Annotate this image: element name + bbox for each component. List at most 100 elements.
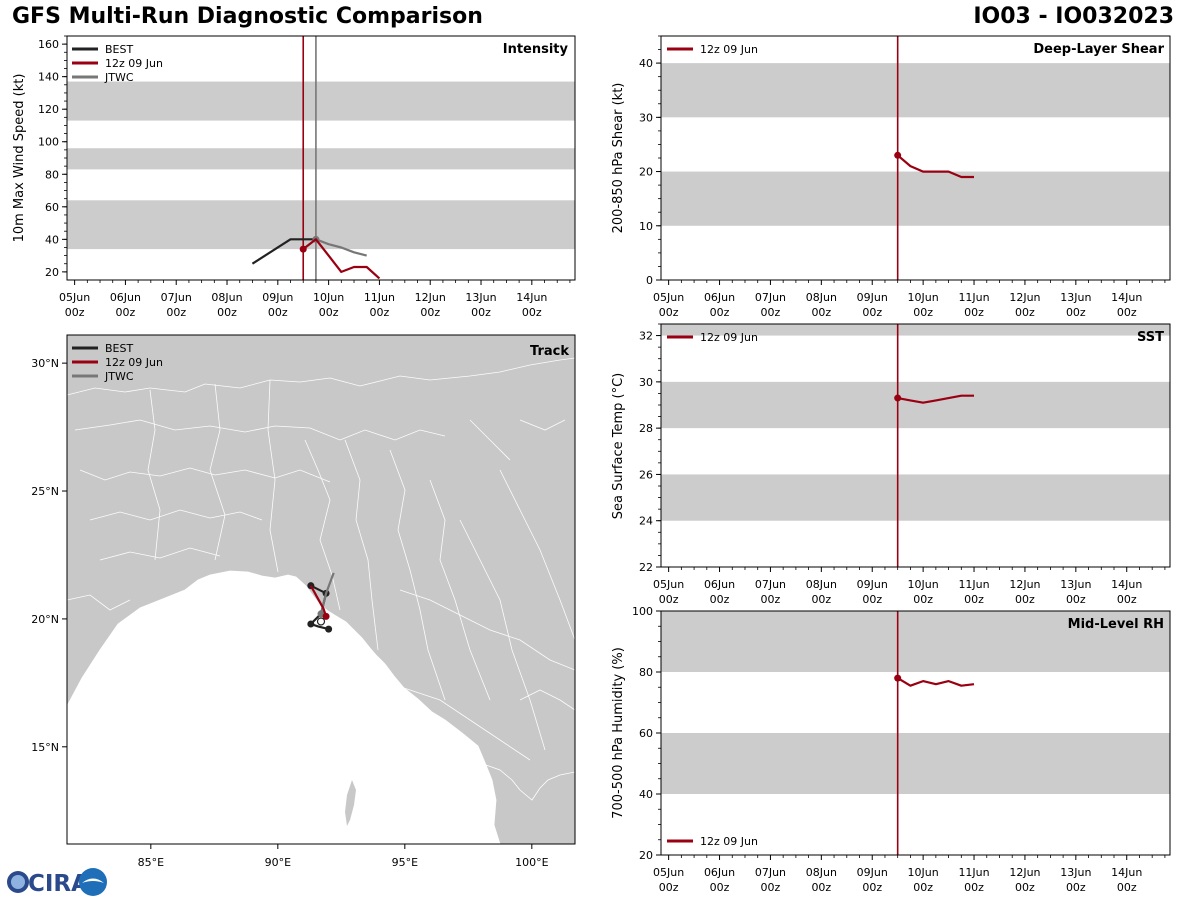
shear-band-0 <box>661 171 1170 226</box>
intensity-xtick-day-12Jun: 12Jun <box>415 291 446 304</box>
sst-xtick-hour-13Jun: 00z <box>1066 593 1086 606</box>
rh-ylabel: 700-500 hPa Humidity (%) <box>611 647 626 819</box>
track-plot-frame <box>66 334 576 845</box>
rh-legend-label-run: 12z 09 Jun <box>700 835 758 848</box>
intensity-ytick-label-140: 140 <box>38 71 59 84</box>
cira-logo-icon: CIRA <box>7 868 107 897</box>
sst-xtick-hour-09Jun: 00z <box>862 593 882 606</box>
sst-title: SST <box>1137 330 1164 345</box>
shear-point-run-0 <box>894 151 902 159</box>
rh-xtick-day-05Jun: 05Jun <box>653 866 684 879</box>
rh-xtick-day-14Jun: 14Jun <box>1111 866 1142 879</box>
sst-xtick-day-05Jun: 05Jun <box>653 578 684 591</box>
shear-ytick-label-20: 20 <box>639 166 653 179</box>
intensity-xtick-day-10Jun: 10Jun <box>313 291 344 304</box>
shear-legend-label-run: 12z 09 Jun <box>700 43 758 56</box>
rh-xtick-hour-07Jun: 00z <box>761 881 781 894</box>
shear-ytick-label-30: 30 <box>639 111 653 124</box>
shear-xtick-day-12Jun: 12Jun <box>1009 291 1040 304</box>
sst-xtick-hour-06Jun: 00z <box>710 593 730 606</box>
sst-band-2 <box>661 324 1170 336</box>
track-xtick-label-90: 90°E <box>265 856 291 869</box>
rh-xtick-hour-12Jun: 00z <box>1015 881 1035 894</box>
track-point-best-2 <box>307 620 315 628</box>
shear-xtick-hour-07Jun: 00z <box>761 306 781 319</box>
rh-series-run <box>897 677 975 687</box>
sst-xtick-day-06Jun: 06Jun <box>704 578 735 591</box>
intensity-legend-label-run: 12z 09 Jun <box>105 57 163 70</box>
shear-xtick-day-05Jun: 05Jun <box>653 291 684 304</box>
rh-xtick-hour-10Jun: 00z <box>913 881 933 894</box>
storm-id-title: IO03 - IO032023 <box>973 4 1174 29</box>
intensity-title: Intensity <box>503 42 569 57</box>
sst-xtick-hour-12Jun: 00z <box>1015 593 1035 606</box>
admin-borders <box>67 357 575 761</box>
intensity-ytick-label-20: 20 <box>45 266 59 279</box>
rh-xtick-day-10Jun: 10Jun <box>908 866 939 879</box>
sst-xtick-day-08Jun: 08Jun <box>806 578 837 591</box>
sst-ytick-label-32: 32 <box>639 330 653 343</box>
intensity-band-2 <box>67 81 575 121</box>
page-title: GFS Multi-Run Diagnostic Comparison <box>12 4 483 29</box>
shear-xtick-day-07Jun: 07Jun <box>755 291 786 304</box>
intensity-xtick-day-11Jun: 11Jun <box>364 291 395 304</box>
intensity-xtick-hour-10Jun: 00z <box>319 306 339 319</box>
intensity-xtick-day-13Jun: 13Jun <box>465 291 496 304</box>
rh-xtick-day-06Jun: 06Jun <box>704 866 735 879</box>
sst-xtick-hour-07Jun: 00z <box>761 593 781 606</box>
intensity-xtick-hour-07Jun: 00z <box>166 306 186 319</box>
sst-panel: 22 24 26 28 30 32 05Jun 00z 06Jun 00z 07Jun 00z 08Ju… <box>611 323 1171 606</box>
intensity-xtick-hour-11Jun: 00z <box>370 306 390 319</box>
track-point-best-0 <box>325 625 333 633</box>
track-ytick-label-20: 20°N <box>31 613 59 626</box>
rh-ytick-label-60: 60 <box>639 727 653 740</box>
sst-xtick-day-11Jun: 11Jun <box>958 578 989 591</box>
rh-xtick-day-07Jun: 07Jun <box>755 866 786 879</box>
intensity-ytick-label-60: 60 <box>45 201 59 214</box>
shear-ytick-label-10: 10 <box>639 220 653 233</box>
shear-ytick-label-40: 40 <box>639 57 653 70</box>
rh-xtick-hour-11Jun: 00z <box>964 881 984 894</box>
island-land <box>345 780 356 826</box>
rh-ytick-label-20: 20 <box>639 849 653 862</box>
sst-ytick-label-26: 26 <box>639 468 653 481</box>
rh-xtick-day-13Jun: 13Jun <box>1060 866 1091 879</box>
sst-band-1 <box>661 381 1170 429</box>
sst-point-run-0 <box>894 394 902 402</box>
sst-ytick-label-24: 24 <box>639 515 653 528</box>
intensity-xtick-day-07Jun: 07Jun <box>161 291 192 304</box>
shear-xtick-day-06Jun: 06Jun <box>704 291 735 304</box>
sst-xtick-hour-10Jun: 00z <box>913 593 933 606</box>
sst-xtick-day-13Jun: 13Jun <box>1060 578 1091 591</box>
sst-xtick-day-10Jun: 10Jun <box>908 578 939 591</box>
shear-xtick-day-09Jun: 09Jun <box>857 291 888 304</box>
rh-xtick-hour-05Jun: 00z <box>659 881 679 894</box>
intensity-ytick-label-100: 100 <box>38 136 59 149</box>
rh-xtick-day-09Jun: 09Jun <box>857 866 888 879</box>
intensity-ytick-label-160: 160 <box>38 38 59 51</box>
shear-xtick-hour-08Jun: 00z <box>811 306 831 319</box>
rh-point-run-0 <box>894 674 902 682</box>
rh-xtick-hour-13Jun: 00z <box>1066 881 1086 894</box>
track-title: Track <box>530 344 569 359</box>
intensity-legend-label-best: BEST <box>105 43 133 56</box>
rh-xtick-hour-06Jun: 00z <box>710 881 730 894</box>
rh-xtick-hour-08Jun: 00z <box>811 881 831 894</box>
shear-xtick-hour-14Jun: 00z <box>1117 306 1137 319</box>
intensity-xtick-day-08Jun: 08Jun <box>211 291 242 304</box>
intensity-xtick-hour-08Jun: 00z <box>217 306 237 319</box>
sst-band-0 <box>661 474 1170 521</box>
shear-xtick-day-13Jun: 13Jun <box>1060 291 1091 304</box>
track-ytick-label-25: 25°N <box>31 485 59 498</box>
rh-xtick-hour-14Jun: 00z <box>1117 881 1137 894</box>
intensity-ylabel: 10m Max Wind Speed (kt) <box>12 74 27 243</box>
sst-xtick-day-09Jun: 09Jun <box>857 578 888 591</box>
intensity-xtick-hour-12Jun: 00z <box>420 306 440 319</box>
shear-xtick-hour-11Jun: 00z <box>964 306 984 319</box>
sst-plot-frame <box>660 323 1171 568</box>
rh-band-0 <box>661 733 1170 794</box>
shear-ytick-label-0: 0 <box>646 274 653 287</box>
sst-xtick-day-14Jun: 14Jun <box>1111 578 1142 591</box>
sst-xtick-hour-11Jun: 00z <box>964 593 984 606</box>
